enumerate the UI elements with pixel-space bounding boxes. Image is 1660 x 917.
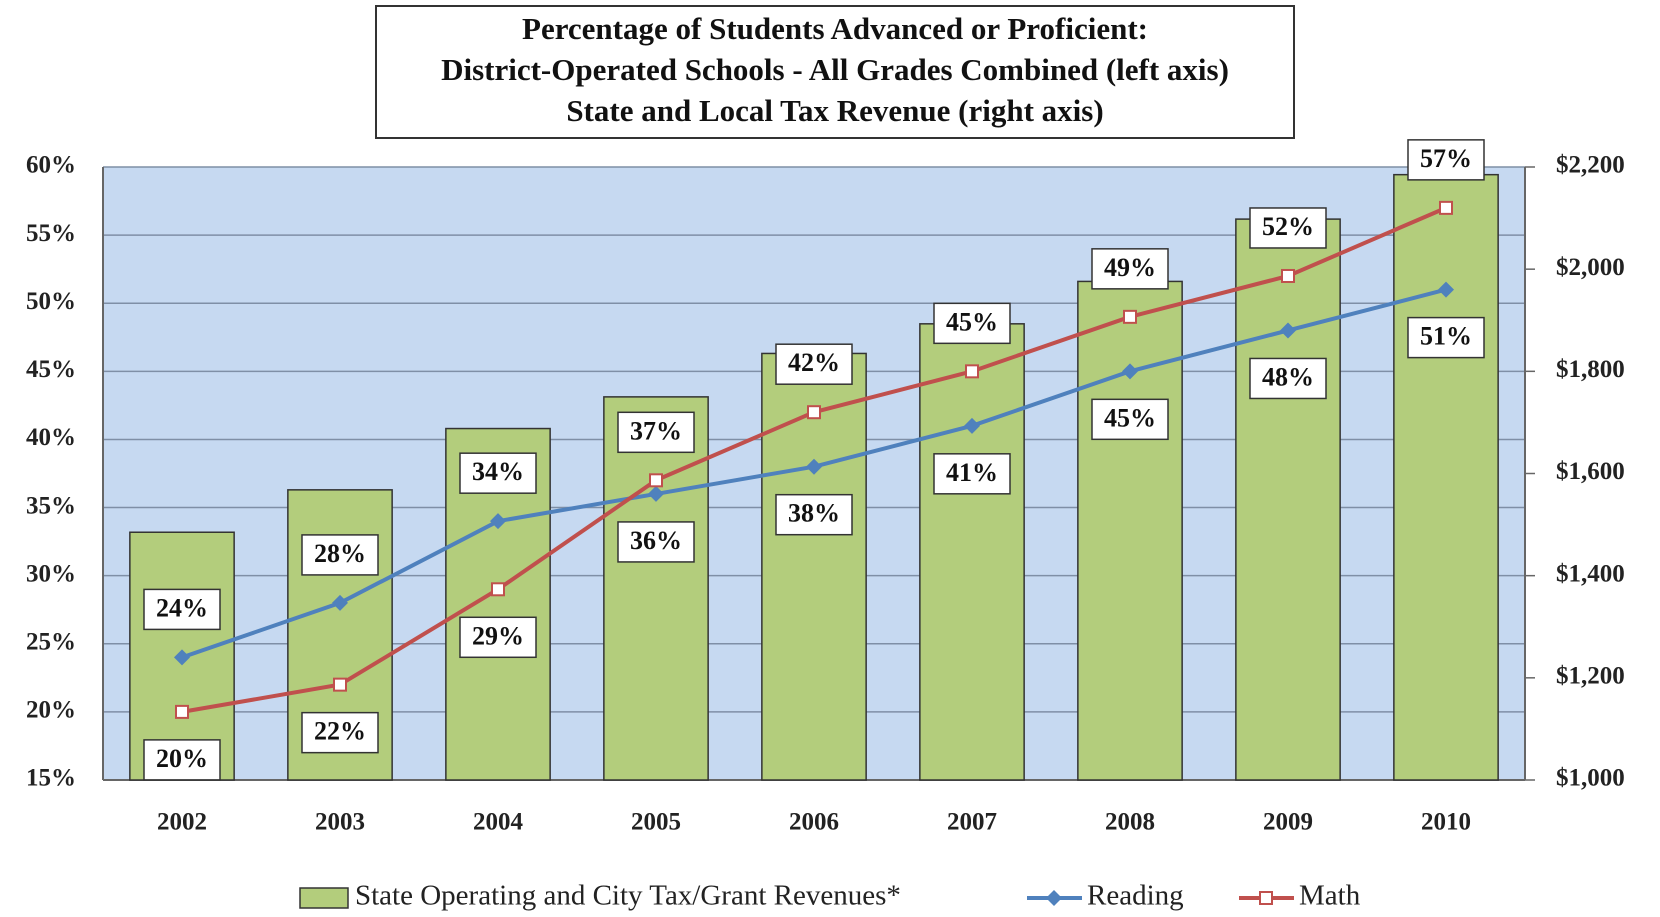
x-tick-label: 2002: [157, 809, 207, 836]
marker: [174, 649, 190, 666]
x-tick-label: 2007: [947, 809, 997, 836]
marker: [1281, 268, 1295, 283]
x-tick-label: 2005: [631, 809, 681, 836]
data-label-box: [459, 452, 537, 494]
legend-label: State Operating and City Tax/Grant Reven…: [355, 880, 901, 912]
title-box: [375, 5, 1295, 139]
data-label-box: [301, 711, 379, 754]
data-label: 49%: [1104, 253, 1156, 282]
data-label-box: [1091, 398, 1169, 441]
y-tick-label: 50%: [26, 288, 76, 315]
data-label-box: [1249, 357, 1327, 400]
data-label: 45%: [1104, 403, 1156, 432]
y-tick-label: 25%: [26, 629, 76, 656]
chart-title: District-Operated Schools - All Grades C…: [441, 52, 1229, 87]
marker: [964, 417, 980, 434]
marker: [175, 704, 189, 719]
data-label-box: [1407, 139, 1485, 181]
bar: [1393, 173, 1499, 781]
bar: [761, 352, 867, 781]
chart-title: Percentage of Students Advanced or Profi…: [522, 11, 1148, 46]
data-label: 37%: [630, 416, 682, 445]
data-label-box: [617, 521, 695, 563]
y2-tick-label: $2,000: [1556, 254, 1625, 281]
data-label: 48%: [1262, 362, 1314, 391]
marker: [648, 485, 664, 502]
data-label-box: [1249, 207, 1327, 249]
marker: [1123, 309, 1137, 324]
data-label: 20%: [156, 744, 208, 773]
data-label-box: [1091, 248, 1169, 290]
data-label-box: [143, 588, 221, 631]
legend-label: Reading: [1087, 880, 1184, 912]
chart-title: State and Local Tax Revenue (right axis): [566, 93, 1103, 128]
marker: [1438, 281, 1454, 298]
data-label: 38%: [788, 499, 840, 528]
marker: [1280, 322, 1296, 339]
data-label: 41%: [946, 458, 998, 487]
y-tick-label: 55%: [26, 220, 76, 247]
legend-marker: [1046, 890, 1062, 906]
data-label-box: [617, 411, 695, 454]
marker: [1439, 200, 1453, 215]
data-label: 22%: [314, 717, 366, 746]
y-tick-label: 60%: [26, 152, 76, 179]
data-label: 52%: [1262, 212, 1314, 241]
data-label: 45%: [946, 307, 998, 336]
marker: [1122, 363, 1138, 380]
bar: [919, 323, 1025, 781]
y2-tick-label: $1,800: [1556, 356, 1625, 383]
data-label: 51%: [1420, 322, 1472, 351]
y-tick-label: 35%: [26, 492, 76, 519]
marker: [806, 458, 822, 475]
y-tick-label: 15%: [26, 765, 76, 792]
x-tick-label: 2009: [1263, 809, 1313, 836]
legend-swatch: [299, 887, 349, 909]
legend-label: Math: [1299, 880, 1361, 912]
data-label: 29%: [472, 621, 524, 650]
y-tick-label: 20%: [26, 697, 76, 724]
bar: [1077, 280, 1183, 781]
marker: [491, 582, 505, 597]
marker: [807, 405, 821, 420]
data-label-box: [775, 343, 853, 385]
y-tick-label: 40%: [26, 424, 76, 451]
x-tick-label: 2006: [789, 809, 839, 836]
x-tick-label: 2008: [1105, 809, 1155, 836]
data-label: 24%: [156, 593, 208, 622]
bar: [603, 396, 709, 781]
data-label-box: [459, 616, 537, 659]
marker: [965, 364, 979, 379]
data-label-box: [301, 534, 379, 576]
y-tick-label: 45%: [26, 356, 76, 383]
y-tick-label: 30%: [26, 560, 76, 587]
y2-tick-label: $1,400: [1556, 560, 1625, 587]
legend-marker: [1259, 891, 1273, 905]
data-label-box: [933, 302, 1011, 345]
marker: [333, 677, 347, 692]
data-label: 28%: [314, 539, 366, 568]
data-label-box: [933, 453, 1011, 495]
x-tick-label: 2003: [315, 809, 365, 836]
y2-tick-label: $1,200: [1556, 663, 1625, 690]
data-label: 57%: [1420, 144, 1472, 173]
data-label-box: [775, 493, 853, 536]
x-tick-label: 2010: [1421, 809, 1471, 836]
bar: [1235, 218, 1341, 781]
data-label-box: [143, 739, 221, 781]
y2-tick-label: $2,200: [1556, 152, 1625, 179]
marker: [490, 513, 506, 530]
y2-tick-label: $1,000: [1556, 765, 1625, 792]
x-tick-label: 2004: [473, 809, 524, 836]
data-label: 34%: [472, 457, 524, 486]
marker: [649, 473, 663, 488]
data-label: 42%: [788, 348, 840, 377]
marker: [332, 594, 348, 611]
data-label: 36%: [630, 526, 682, 555]
y2-tick-label: $1,600: [1556, 458, 1625, 485]
data-label-box: [1407, 316, 1485, 359]
